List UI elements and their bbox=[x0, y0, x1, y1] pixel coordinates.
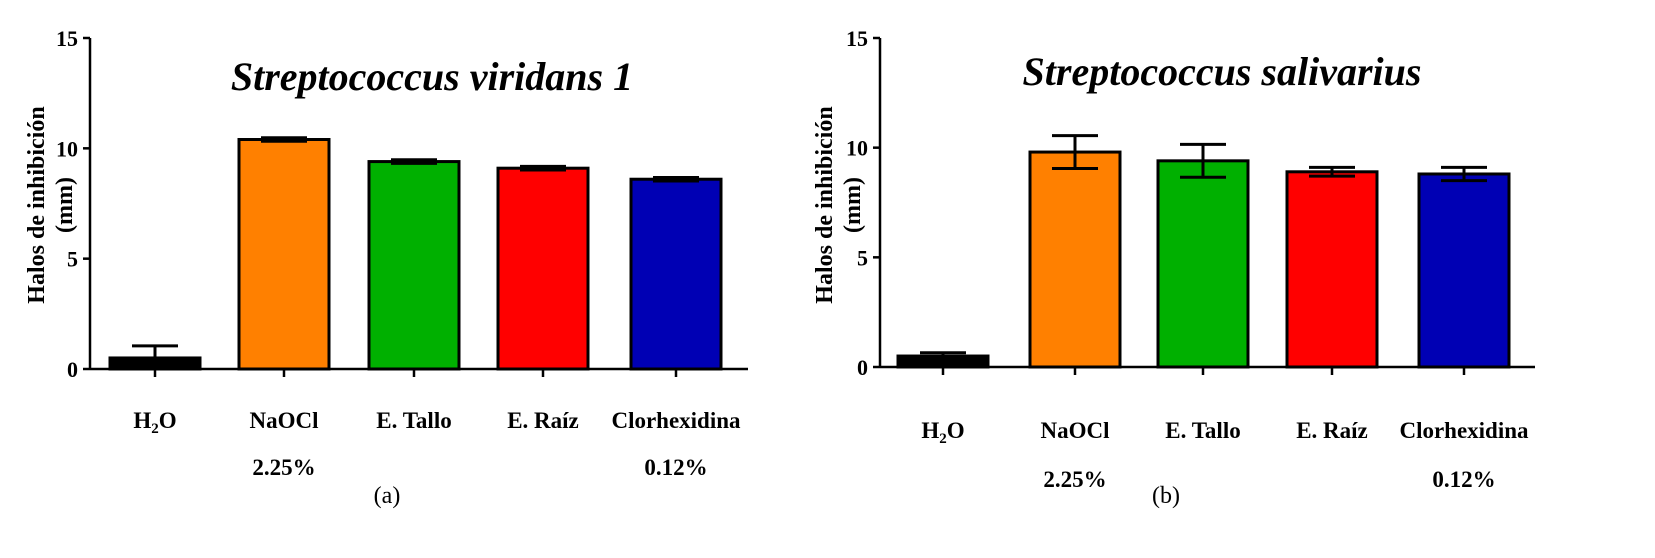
category-label-1: NaOCl bbox=[250, 408, 319, 433]
category-label-0: H2O bbox=[921, 418, 964, 447]
bar-2 bbox=[367, 160, 461, 371]
category-label-2: E. Tallo bbox=[1165, 418, 1240, 443]
bar-4 bbox=[1417, 172, 1511, 369]
chart-title: Streptococcus salivarius bbox=[1023, 49, 1422, 94]
y-tick-label: 15 bbox=[56, 26, 78, 51]
y-tick-label: 5 bbox=[67, 247, 78, 272]
panel-caption: (a) bbox=[374, 483, 401, 509]
category-label-line2-1: 2.25% bbox=[252, 455, 315, 480]
y-axis-label: Halos de inhibición(mm) bbox=[24, 106, 78, 303]
bar-3 bbox=[1285, 170, 1379, 369]
y-tick-label: 10 bbox=[56, 136, 78, 161]
bar-2 bbox=[1156, 159, 1250, 369]
category-label-4: Clorhexidina bbox=[611, 408, 741, 433]
category-label-line2-1: 2.25% bbox=[1043, 467, 1106, 492]
bar-3 bbox=[496, 166, 590, 371]
y-tick-label: 5 bbox=[857, 245, 868, 270]
category-label-1: NaOCl bbox=[1041, 418, 1110, 443]
category-label-line2-4: 0.12% bbox=[644, 455, 707, 480]
bar-1 bbox=[237, 138, 331, 371]
category-label-0: H2O bbox=[133, 408, 176, 437]
y-tick-label: 15 bbox=[846, 26, 868, 51]
chart-title: Streptococcus viridans 1 bbox=[231, 54, 633, 99]
category-label-line2-4: 0.12% bbox=[1432, 467, 1495, 492]
y-tick-label: 0 bbox=[67, 357, 78, 382]
bar-4 bbox=[629, 177, 723, 371]
chart-panel-b: 0 5 10 15 Halos de inhibición(mm) Streptococc… bbox=[812, 26, 1535, 509]
category-label-4: Clorhexidina bbox=[1399, 418, 1529, 443]
category-label-2: E. Tallo bbox=[376, 408, 451, 433]
category-label-3: E. Raíz bbox=[1296, 418, 1368, 443]
y-tick-label: 10 bbox=[846, 136, 868, 161]
bar-1 bbox=[1028, 150, 1122, 369]
y-axis-label: Halos de inhibición(mm) bbox=[812, 106, 866, 303]
panel-caption: (b) bbox=[1152, 483, 1180, 509]
y-tick-label: 0 bbox=[857, 355, 868, 380]
category-label-3: E. Raíz bbox=[507, 408, 579, 433]
chart-panel-a: 0 5 10 15 Halos de inhibición(mm) Streptococc… bbox=[24, 26, 748, 509]
